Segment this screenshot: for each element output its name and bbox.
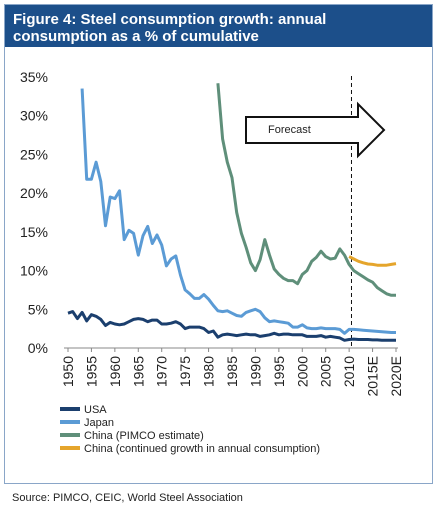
- x-tick-label: 2000: [294, 356, 310, 387]
- series-line-2: [80, 88, 396, 335]
- y-tick-label: 0%: [28, 340, 48, 356]
- x-tick-label: 1980: [201, 356, 217, 387]
- forecast-arrow: [245, 101, 386, 159]
- y-tick-label: 30%: [20, 108, 48, 124]
- x-tick-label: 1965: [130, 356, 146, 387]
- x-tick-label: 1960: [107, 356, 123, 387]
- figure-title-line2: consumption as a % of cumulative: [13, 28, 259, 45]
- x-tick-label: 1990: [247, 356, 263, 387]
- x-tick-label: 1970: [154, 356, 170, 387]
- legend-label-1: USA: [84, 404, 107, 416]
- figure-title: Figure 4: Steel consumption growth: annu…: [5, 5, 432, 47]
- x-tick-label: 1950: [60, 356, 76, 387]
- x-tick-label: 2015E: [365, 356, 381, 396]
- y-tick-label: 20%: [20, 185, 48, 201]
- forecast-annotation: Forecast: [268, 124, 311, 136]
- x-tick-label: 1955: [83, 356, 99, 387]
- series-line-4: [348, 255, 397, 267]
- y-tick-label: 25%: [20, 146, 48, 162]
- y-tick-label: 5%: [28, 301, 48, 317]
- x-tick-label: 1985: [224, 356, 240, 387]
- y-tick-label: 15%: [20, 224, 48, 240]
- y-tick-label: 35%: [20, 69, 48, 85]
- series-line-3: [216, 83, 396, 297]
- figure-title-line1: Figure 4: Steel consumption growth: annu…: [13, 11, 327, 28]
- legend-label-2: Japan: [84, 417, 114, 429]
- line-chart: 0% 5% 10% 15% 20% 25% 30% 35% 1950 1955 1960 1965 19…: [20, 69, 404, 455]
- legend-label-4: China (continued growth in annual consum…: [84, 443, 320, 455]
- y-tick-label: 10%: [20, 263, 48, 279]
- x-tick-label: 1995: [271, 356, 287, 387]
- source-note: Source: PIMCO, CEIC, World Steel Associa…: [12, 492, 243, 504]
- x-tick-label: 2020E: [388, 356, 404, 396]
- x-tick-label: 2005: [318, 356, 334, 387]
- x-tick-label: 1975: [177, 356, 193, 387]
- series-line-1: [67, 310, 396, 342]
- x-tick-label: 2010: [341, 356, 357, 387]
- legend-label-3: China (PIMCO estimate): [84, 430, 204, 442]
